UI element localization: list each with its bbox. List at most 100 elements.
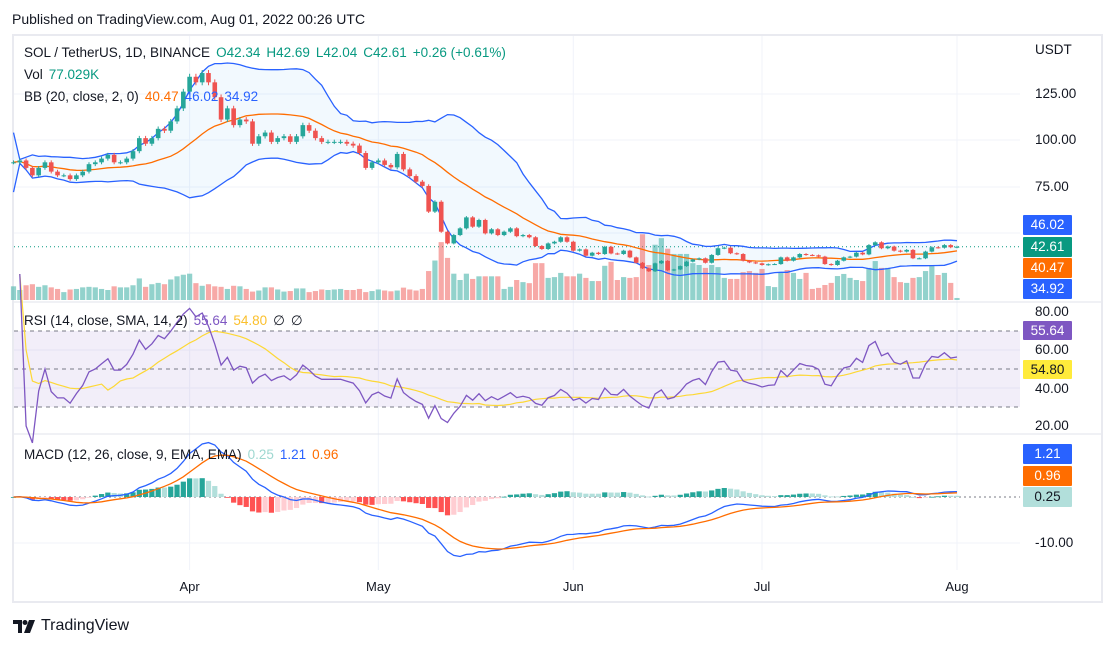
tradingview-logo[interactable]: TradingView <box>13 617 129 635</box>
candle-body <box>231 108 236 126</box>
candle-body <box>885 246 891 249</box>
candle-body <box>55 171 60 176</box>
candle-body <box>256 136 262 144</box>
volume-bar <box>382 290 388 300</box>
macd-histogram-bar <box>614 492 620 497</box>
volume-bar <box>677 253 683 300</box>
volume-bar <box>809 288 815 300</box>
grid <box>14 36 1101 570</box>
macd-label[interactable]: MACD (12, 26, close, 9, EMA, EMA) <box>24 447 242 462</box>
candle-body <box>847 256 853 258</box>
macd-histogram-bar <box>765 495 771 497</box>
candle-body <box>646 268 652 272</box>
volume-bar <box>29 284 35 300</box>
volume-bar <box>463 273 469 300</box>
volume-bar <box>614 280 620 300</box>
candle-body <box>11 162 16 164</box>
candle-body <box>407 169 413 177</box>
bb-label[interactable]: BB (20, close, 2, 0) <box>24 89 139 104</box>
volume-bar <box>142 286 149 300</box>
macd-histogram-bar <box>256 497 262 513</box>
candle-body <box>476 219 482 227</box>
volume-bar <box>224 288 230 300</box>
volume-bar <box>275 289 281 300</box>
candle-body <box>193 76 199 83</box>
low-value: L42.04 <box>315 45 358 60</box>
volume-label[interactable]: Vol <box>24 67 43 82</box>
candle-body <box>822 256 828 265</box>
macd-histogram-bar <box>683 493 690 497</box>
macd-histogram-bar <box>759 495 765 497</box>
volume-value: 77.029K <box>48 67 100 82</box>
candle-body <box>948 245 954 248</box>
candle-body <box>703 258 708 263</box>
candle-body <box>212 82 218 98</box>
volume-bar <box>658 238 664 300</box>
rsi-ma-badge: 54.80 <box>1023 360 1072 379</box>
candle-body <box>118 162 123 164</box>
volume-bar <box>910 277 916 300</box>
volume-bar <box>42 285 48 300</box>
macd-histogram-bar <box>419 497 425 504</box>
candle-body <box>438 201 444 232</box>
macd-histogram-bar <box>394 497 400 501</box>
volume-bar <box>841 273 847 300</box>
macd-histogram-bar <box>690 492 696 497</box>
macd-histogram-bar <box>293 497 300 509</box>
candle-body <box>747 260 752 263</box>
candle-body <box>784 257 790 261</box>
candle-body <box>250 121 255 144</box>
volume-bar <box>407 289 413 300</box>
candle-body <box>571 241 576 251</box>
volume-bar <box>400 287 407 300</box>
macd-histogram-bar <box>275 497 281 512</box>
macd-histogram-bar <box>809 493 815 497</box>
candle-body <box>306 125 312 131</box>
macd-histogram-bar <box>532 494 539 497</box>
candle-body <box>942 245 947 248</box>
volume-bar <box>872 261 878 300</box>
candle-body <box>388 164 394 168</box>
macd-histogram-bar <box>482 497 488 501</box>
volume-bar <box>218 286 224 300</box>
candle-body <box>828 264 834 266</box>
rsi-na-1: ∅ <box>273 313 285 328</box>
rsi-tick: 20.00 <box>1035 418 1069 433</box>
candle-body <box>394 153 400 168</box>
macd-histogram-bar <box>639 495 646 497</box>
rsi-tick: 80.00 <box>1035 304 1069 319</box>
rsi-label[interactable]: RSI (14, close, SMA, 14, 2) <box>24 313 188 328</box>
volume-bar <box>828 282 834 300</box>
signal-line <box>13 454 958 550</box>
candle-body <box>583 249 589 256</box>
macd-histogram-bar <box>828 496 834 498</box>
candle-body <box>451 235 457 244</box>
candle-body <box>615 253 620 255</box>
candle-body <box>413 176 419 182</box>
volume-bar <box>784 270 790 300</box>
candle-body <box>470 217 475 227</box>
candle-body <box>124 158 130 163</box>
volume-bar <box>853 280 859 300</box>
rsi-line <box>19 273 958 444</box>
volume-bar <box>124 287 130 300</box>
macd-histogram-bar <box>633 493 639 497</box>
volume-bar <box>300 288 306 300</box>
macd-histogram-bar <box>929 496 935 498</box>
macd-histogram-bar <box>646 496 652 498</box>
macd-pane <box>10 441 1020 558</box>
volume-bar <box>80 287 86 300</box>
chart-frame <box>12 34 1103 603</box>
macd-histogram-bar <box>727 488 734 497</box>
candle-body <box>772 264 777 266</box>
macd-histogram-bar <box>665 495 671 497</box>
macd-histogram-bar <box>501 496 507 498</box>
volume-bar <box>149 284 155 300</box>
volume-bar <box>803 272 809 300</box>
candle-body <box>759 263 765 265</box>
macd-histogram-bar <box>413 497 419 504</box>
macd-histogram-bar <box>212 486 218 497</box>
symbol-title[interactable]: SOL / TetherUS, 1D, BINANCE <box>24 45 211 60</box>
macd-histogram-bar <box>356 497 363 503</box>
